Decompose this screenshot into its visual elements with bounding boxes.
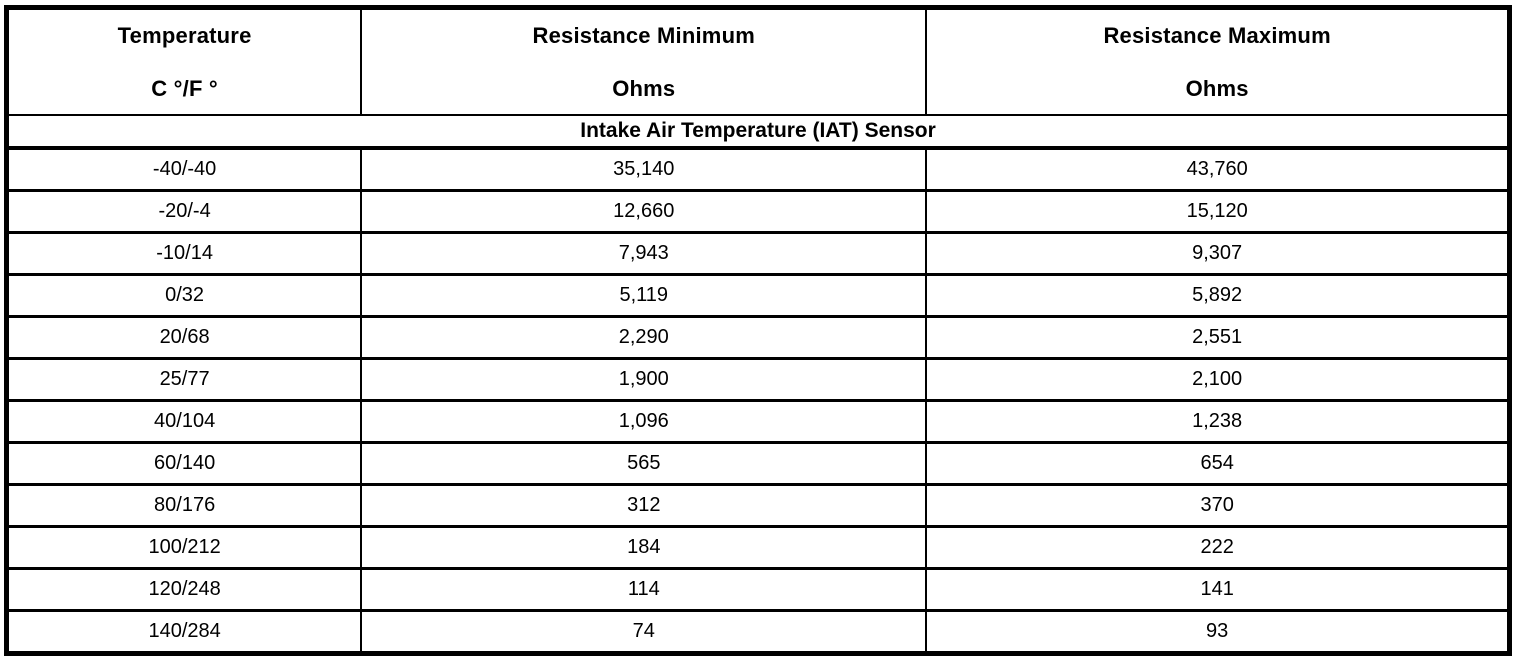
table-row: 0/32 5,119 5,892 bbox=[5, 273, 1511, 318]
table-row: 80/176 312 370 bbox=[5, 483, 1511, 528]
cell-resistance-max: 93 bbox=[925, 609, 1511, 655]
cell-temperature: 140/284 bbox=[5, 609, 363, 655]
cell-resistance-min: 2,290 bbox=[360, 315, 928, 360]
table-row: 40/104 1,096 1,238 bbox=[5, 399, 1511, 444]
section-title: Intake Air Temperature (IAT) Sensor bbox=[6, 114, 1510, 150]
cell-resistance-min: 114 bbox=[360, 567, 928, 612]
section-row: Intake Air Temperature (IAT) Sensor bbox=[6, 114, 1510, 150]
cell-temperature: 25/77 bbox=[5, 357, 363, 402]
cell-temperature: 20/68 bbox=[5, 315, 363, 360]
cell-resistance-max: 5,892 bbox=[925, 273, 1511, 318]
cell-resistance-max: 370 bbox=[925, 483, 1511, 528]
col-header-temperature-title: Temperature bbox=[117, 23, 252, 48]
cell-resistance-min: 5,119 bbox=[360, 273, 928, 318]
col-header-resistance-maximum-units: Ohms bbox=[1185, 76, 1249, 101]
cell-resistance-min: 35,140 bbox=[360, 146, 928, 192]
table-row: 140/284 74 93 bbox=[5, 609, 1511, 655]
cell-resistance-max: 43,760 bbox=[925, 146, 1511, 192]
cell-resistance-max: 141 bbox=[925, 567, 1511, 612]
col-header-temperature: Temperature C °/F ° bbox=[5, 7, 363, 116]
table-row: -40/-40 35,140 43,760 bbox=[5, 146, 1511, 192]
table-row: 20/68 2,290 2,551 bbox=[5, 315, 1511, 360]
table-row: 120/248 114 141 bbox=[5, 567, 1511, 612]
header-row: Temperature C °/F ° Resistance Minimum O… bbox=[5, 7, 1511, 116]
cell-temperature: 60/140 bbox=[5, 441, 363, 486]
iat-sensor-spec-table: Temperature C °/F ° Resistance Minimum O… bbox=[4, 5, 1512, 656]
cell-resistance-max: 1,238 bbox=[925, 399, 1511, 444]
table-row: -10/14 7,943 9,307 bbox=[5, 231, 1511, 276]
cell-resistance-min: 565 bbox=[360, 441, 928, 486]
cell-temperature: -40/-40 bbox=[5, 146, 363, 192]
cell-resistance-max: 9,307 bbox=[925, 231, 1511, 276]
cell-resistance-min: 1,900 bbox=[360, 357, 928, 402]
col-header-resistance-minimum-title: Resistance Minimum bbox=[532, 23, 755, 48]
col-header-resistance-maximum: Resistance Maximum Ohms bbox=[925, 7, 1511, 116]
cell-resistance-min: 12,660 bbox=[360, 189, 928, 234]
cell-temperature: 120/248 bbox=[5, 567, 363, 612]
cell-resistance-max: 222 bbox=[925, 525, 1511, 570]
col-header-resistance-minimum: Resistance Minimum Ohms bbox=[360, 7, 928, 116]
col-header-resistance-minimum-units: Ohms bbox=[612, 76, 676, 101]
cell-resistance-min: 7,943 bbox=[360, 231, 928, 276]
cell-resistance-max: 15,120 bbox=[925, 189, 1511, 234]
table-row: 60/140 565 654 bbox=[5, 441, 1511, 486]
cell-temperature: 0/32 bbox=[5, 273, 363, 318]
cell-resistance-min: 312 bbox=[360, 483, 928, 528]
table-row: -20/-4 12,660 15,120 bbox=[5, 189, 1511, 234]
cell-resistance-max: 2,551 bbox=[925, 315, 1511, 360]
cell-temperature: 40/104 bbox=[5, 399, 363, 444]
cell-resistance-min: 184 bbox=[360, 525, 928, 570]
cell-temperature: -20/-4 bbox=[5, 189, 363, 234]
table-row: 100/212 184 222 bbox=[5, 525, 1511, 570]
cell-resistance-min: 74 bbox=[360, 609, 928, 655]
table-row: 25/77 1,900 2,100 bbox=[5, 357, 1511, 402]
col-header-temperature-units: C °/F ° bbox=[151, 76, 218, 101]
cell-resistance-max: 2,100 bbox=[925, 357, 1511, 402]
col-header-resistance-maximum-title: Resistance Maximum bbox=[1103, 23, 1331, 48]
cell-temperature: 80/176 bbox=[5, 483, 363, 528]
cell-temperature: 100/212 bbox=[5, 525, 363, 570]
table-body: -40/-40 35,140 43,760 -20/-4 12,660 15,120 -10… bbox=[5, 146, 1511, 655]
cell-resistance-max: 654 bbox=[925, 441, 1511, 486]
cell-resistance-min: 1,096 bbox=[360, 399, 928, 444]
cell-temperature: -10/14 bbox=[5, 231, 363, 276]
